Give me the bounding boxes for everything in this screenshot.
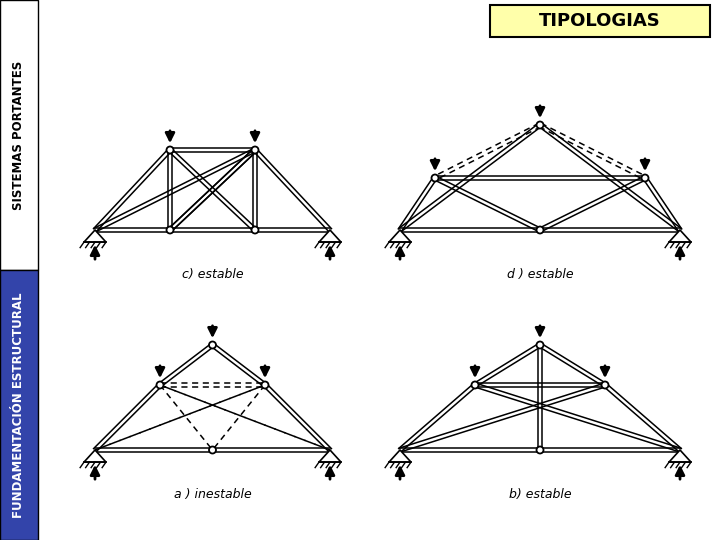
Polygon shape	[319, 450, 341, 462]
Circle shape	[601, 381, 608, 388]
Circle shape	[472, 381, 479, 388]
Bar	[0, 270, 38, 540]
Polygon shape	[669, 450, 691, 462]
Polygon shape	[389, 230, 411, 242]
Text: TIPOLOGIAS: TIPOLOGIAS	[539, 12, 661, 30]
Circle shape	[156, 381, 163, 388]
Circle shape	[431, 174, 438, 181]
Circle shape	[166, 226, 174, 233]
Circle shape	[642, 174, 649, 181]
Circle shape	[166, 146, 174, 153]
Text: a ) inestable: a ) inestable	[174, 488, 251, 501]
Circle shape	[536, 447, 544, 454]
Circle shape	[536, 341, 544, 348]
Circle shape	[251, 226, 258, 233]
Polygon shape	[84, 230, 106, 242]
Text: SISTEMAS PORTANTES: SISTEMAS PORTANTES	[12, 60, 25, 210]
Circle shape	[261, 381, 269, 388]
Circle shape	[536, 122, 544, 129]
Text: FUNDAMENTACIÓN ESTRUCTURAL: FUNDAMENTACIÓN ESTRUCTURAL	[12, 292, 25, 518]
Polygon shape	[669, 230, 691, 242]
Circle shape	[209, 447, 216, 454]
Bar	[490, 5, 710, 37]
Circle shape	[251, 146, 258, 153]
Text: d ) estable: d ) estable	[507, 268, 573, 281]
Text: c) estable: c) estable	[181, 268, 243, 281]
Bar	[0, 0, 38, 270]
Polygon shape	[319, 230, 341, 242]
Polygon shape	[389, 450, 411, 462]
Circle shape	[536, 226, 544, 233]
Text: b) estable: b) estable	[509, 488, 571, 501]
Circle shape	[209, 341, 216, 348]
Polygon shape	[84, 450, 106, 462]
